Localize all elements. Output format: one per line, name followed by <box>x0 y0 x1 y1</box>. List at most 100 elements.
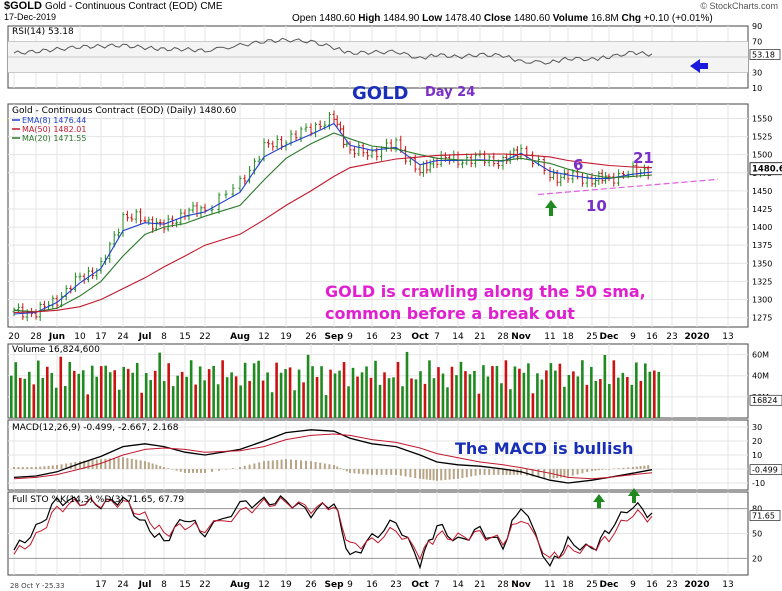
volume-bar <box>599 379 602 418</box>
macd-histogram-bar <box>505 469 508 475</box>
sto-last-tag: 71.65 <box>752 512 775 521</box>
macd-histogram-bar <box>248 464 251 469</box>
macd-histogram-bar <box>104 458 107 469</box>
symbol: $GOLD <box>4 0 42 12</box>
macd-histogram-bar <box>509 469 512 475</box>
price-y-tick: 1425 <box>752 205 772 214</box>
macd-histogram-bar <box>267 460 270 469</box>
volume-bar <box>441 373 445 418</box>
volume-bar <box>450 366 454 418</box>
x-tick-label-bottom: 17 <box>95 580 106 590</box>
x-tick-label-bottom: 19 <box>280 580 292 590</box>
volume-bar <box>252 363 256 418</box>
volume-bar <box>486 376 490 418</box>
macd-last-tag-box <box>749 464 782 476</box>
volume-bar <box>351 367 355 418</box>
volume-bar <box>320 366 323 418</box>
x-tick-label-bottom: Jul <box>138 580 152 590</box>
macd-histogram-bar <box>319 462 322 469</box>
macd-histogram-bar <box>452 469 455 480</box>
macd-histogram-bar <box>448 469 451 480</box>
macd-histogram-bar <box>13 467 15 469</box>
x-tick-label-bottom: 23 <box>390 580 401 590</box>
macd-histogram-bar <box>404 469 407 477</box>
macd-histogram-bar <box>339 468 342 469</box>
volume-bar <box>104 365 108 418</box>
macd-histogram-bar <box>357 469 360 474</box>
volume-bar <box>279 372 283 418</box>
macd-histogram-bar <box>271 460 274 469</box>
volume-title: Volume 16,824,600 <box>12 345 100 355</box>
rsi-y-tick: 70 <box>752 38 762 47</box>
symbol-description: Gold - Continuous Contract (EOD) <box>44 1 198 12</box>
macd-histogram-bar <box>492 469 495 475</box>
volume-label: Volume <box>552 13 589 24</box>
x-tick-label-bottom: 26 <box>305 580 317 590</box>
volume-value: 16.8M <box>590 13 619 24</box>
volume-bar <box>635 362 638 418</box>
macd-histogram-bar <box>375 469 378 475</box>
macd-histogram-bar <box>200 469 202 473</box>
volume-bar <box>347 386 350 418</box>
x-tick-label-bottom: 18 <box>562 580 574 590</box>
volume-bar <box>284 369 287 418</box>
macd-histogram-bar <box>51 465 54 469</box>
volume-bar <box>230 372 233 418</box>
macd-histogram-bar <box>218 469 220 471</box>
macd-histogram-bar <box>113 458 116 469</box>
x-tick-label-bottom: Dec <box>600 580 619 590</box>
price-y-tick: 1500 <box>752 151 772 160</box>
macd-histogram-bar <box>612 468 615 470</box>
x-tick-label: 13 <box>722 332 733 342</box>
macd-histogram-bar <box>366 469 369 475</box>
macd-histogram-bar <box>47 465 50 469</box>
volume-bar <box>428 360 431 418</box>
low-label: Low <box>422 13 443 24</box>
volume-bar <box>117 389 121 418</box>
annotation-macd-note: The MACD is bullish <box>455 439 633 458</box>
volume-bar <box>329 369 332 418</box>
open-label: Open <box>292 13 317 24</box>
volume-bar <box>518 368 521 418</box>
x-tick-label-bottom: 25 <box>586 580 597 590</box>
macd-histogram-bar <box>502 469 504 475</box>
macd-histogram-bar <box>108 458 111 469</box>
macd-histogram-bar <box>512 469 515 475</box>
macd-histogram-bar <box>543 469 546 479</box>
macd-histogram-bar <box>56 465 58 469</box>
price-line-ma50 <box>13 153 653 314</box>
volume-bar <box>311 366 314 418</box>
volume-bar <box>392 377 395 418</box>
x-tick-label: Jul <box>138 332 152 342</box>
volume-bar <box>482 365 485 418</box>
macd-histogram-bar <box>139 460 142 469</box>
macd-histogram-bar <box>380 469 383 475</box>
support-trendline <box>537 178 719 196</box>
x-tick-label: 15 <box>179 332 190 342</box>
volume-bar <box>131 372 135 418</box>
macd-histogram-bar <box>419 469 421 479</box>
macd-histogram-bar <box>632 467 634 469</box>
volume-bar <box>77 373 81 418</box>
volume-bar <box>162 381 166 418</box>
low-value: 1478.40 <box>444 13 482 24</box>
macd-histogram-bar <box>184 469 186 473</box>
volume-bar <box>95 376 99 418</box>
volume-bar <box>356 376 359 418</box>
macd-histogram-bar <box>65 463 68 469</box>
macd-histogram-bar <box>465 469 468 478</box>
macd-histogram-bar <box>135 459 138 469</box>
macd-histogram-bar <box>581 469 584 474</box>
volume-bar <box>81 370 85 418</box>
x-tick-label: 28 <box>30 332 42 342</box>
volume-bar <box>302 382 305 418</box>
volume-bar <box>527 363 530 418</box>
price-y-tick: 1450 <box>752 187 772 196</box>
volume-bar <box>626 376 629 418</box>
price-y-tick: 1550 <box>752 114 772 123</box>
volume-bar <box>612 360 616 418</box>
macd-histogram-bar <box>591 469 593 471</box>
x-tick-label: 17 <box>95 332 106 342</box>
chart-header: $GOLD Gold - Continuous Contract (EOD) C… <box>0 0 782 24</box>
volume-bar <box>531 393 535 418</box>
